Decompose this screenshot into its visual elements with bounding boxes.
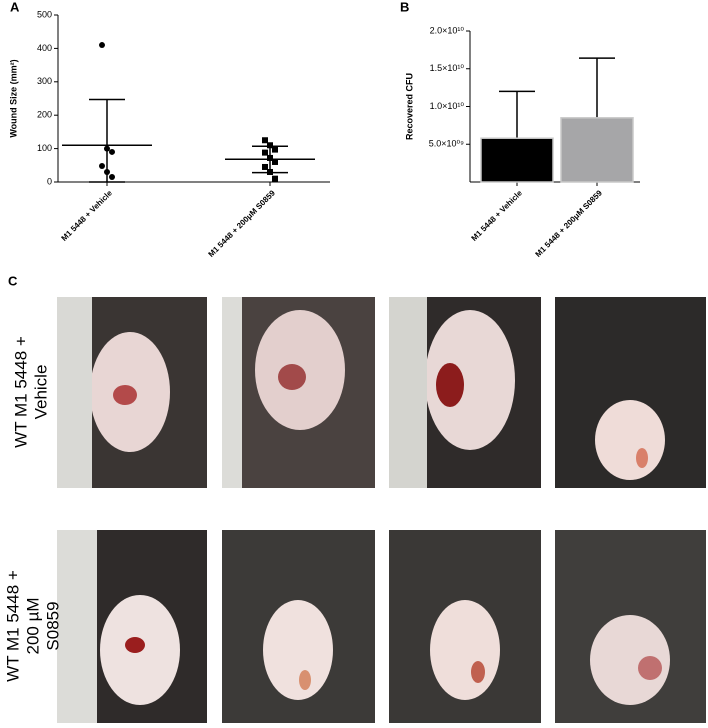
row-label: WT M1 5448 +	[11, 336, 30, 448]
photos	[57, 297, 706, 723]
data-point	[272, 146, 278, 153]
data-point	[262, 137, 268, 144]
row-label: 200 µM	[23, 597, 42, 654]
row-label: S0859	[43, 601, 62, 650]
data-point	[262, 149, 268, 156]
panel-label: A	[10, 0, 20, 14]
y-tick-label: 400	[37, 43, 52, 53]
data-point	[272, 175, 278, 182]
y-axis-label: Wound Size (mm²)	[8, 59, 18, 137]
y-tick-label: 1.5×10¹⁰	[430, 63, 465, 73]
panel-label: B	[400, 0, 409, 14]
data-point	[109, 148, 115, 155]
x-tick-label: M1 5448 + Vehicle	[60, 188, 115, 243]
data-point	[109, 173, 115, 180]
y-tick-label: 0	[47, 176, 52, 186]
y-tick-label: 500	[37, 9, 52, 19]
panel-label: C	[8, 273, 18, 288]
data-point	[272, 158, 278, 165]
data-point	[267, 142, 273, 149]
y-tick-label: 2.0×10¹⁰	[430, 25, 465, 35]
row-label: Vehicle	[31, 365, 50, 420]
data-point	[99, 162, 105, 169]
row-label: WT M1 5448 +	[3, 570, 22, 682]
x-tick-label: M1 5448 + Vehicle	[470, 188, 525, 243]
y-tick-label: 1.0×10¹⁰	[430, 101, 465, 111]
x-tick-label: M1 5448 + 200μM S0859	[534, 188, 605, 259]
bar	[560, 117, 634, 183]
data-point	[99, 42, 105, 49]
y-tick-label: 100	[37, 143, 52, 153]
y-axis-label: Recovered CFU	[404, 73, 414, 140]
x-tick-label: M1 5448 + 200μM S0859	[207, 188, 278, 259]
y-tick-label: 300	[37, 76, 52, 86]
y-tick-label: 5.0×10⁰⁹	[429, 139, 464, 149]
y-tick-label: 200	[37, 110, 52, 120]
bar	[480, 137, 554, 183]
data-point	[262, 163, 268, 170]
